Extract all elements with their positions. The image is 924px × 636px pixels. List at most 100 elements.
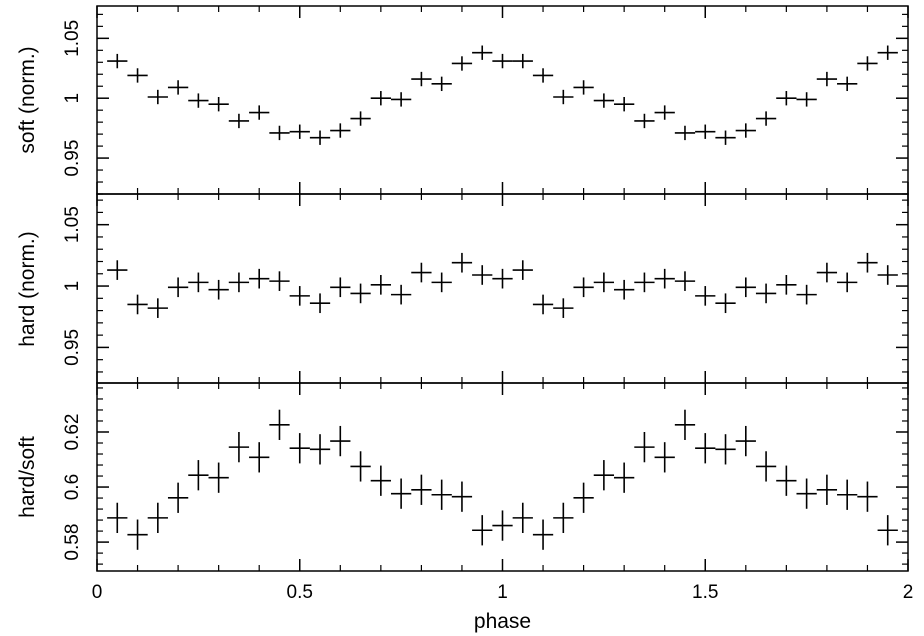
data-point (796, 478, 817, 509)
data-point (654, 268, 675, 289)
data-point (735, 123, 756, 138)
data-point (208, 462, 229, 493)
data-point (877, 265, 898, 285)
data-point (451, 56, 473, 71)
data-point (512, 53, 533, 69)
data-point (451, 481, 473, 512)
data-point (695, 286, 716, 306)
data-point (107, 502, 128, 534)
data-point (167, 482, 189, 513)
data-point (249, 268, 270, 289)
data-point (472, 265, 493, 285)
data-point (512, 502, 533, 534)
data-point (228, 113, 250, 129)
data-point (755, 283, 777, 304)
data-point (553, 502, 574, 534)
data-point (674, 125, 696, 141)
data-point (350, 283, 371, 304)
data-point (107, 260, 128, 280)
y-axis-label: soft (norm.) (16, 46, 39, 153)
data-point (370, 275, 391, 295)
data-point (492, 268, 513, 289)
data-point (857, 481, 878, 512)
data-point (472, 515, 493, 546)
data-point (167, 80, 189, 95)
data-point (735, 425, 756, 457)
data-point (289, 433, 310, 464)
data-point (553, 89, 574, 105)
data-point (370, 465, 391, 496)
y-tick-label: 0.95 (62, 140, 83, 177)
data-point (715, 293, 736, 314)
y-axis-label: hard (norm.) (16, 231, 39, 347)
data-point (451, 252, 473, 273)
y-tick-label: 0.58 (62, 524, 83, 561)
y-tick-label: 0.6 (62, 474, 83, 500)
data-point (796, 284, 817, 305)
data-point (188, 460, 209, 491)
data-point (390, 284, 412, 305)
data-point (269, 271, 290, 291)
data-point (390, 92, 412, 107)
data-point (573, 80, 594, 95)
data-point (532, 294, 554, 315)
data-point (776, 465, 797, 496)
data-point (249, 442, 270, 473)
data-point (167, 277, 189, 298)
data-point (816, 71, 838, 87)
data-point (147, 298, 168, 318)
data-point (654, 105, 675, 120)
x-tick-label: 2 (903, 582, 914, 603)
data-point (309, 293, 331, 314)
data-point (877, 515, 898, 546)
data-point (735, 277, 756, 298)
data-point (289, 286, 310, 306)
x-tick-label: 0.5 (287, 582, 313, 603)
data-point (289, 124, 310, 139)
data-point (127, 294, 148, 315)
data-point (755, 451, 777, 482)
data-point (715, 130, 736, 145)
data-point (492, 53, 513, 69)
data-point (877, 45, 898, 60)
x-tick-label: 1 (497, 582, 508, 603)
data-point (674, 271, 696, 291)
panel-top: 0.95 1 1.05 soft (norm.) (16, 5, 909, 195)
data-point (634, 113, 655, 129)
data-point (695, 124, 716, 139)
y-tick-label: 1 (62, 93, 83, 104)
data-point (309, 434, 331, 465)
data-point (837, 76, 858, 92)
data-point (837, 479, 858, 510)
data-point (147, 89, 168, 105)
data-point (634, 272, 655, 293)
data-point (532, 519, 554, 550)
data-point (370, 91, 391, 106)
data-point (755, 111, 777, 126)
data-point (350, 451, 371, 482)
data-point (330, 425, 351, 457)
data-point (147, 502, 168, 534)
data-point (431, 76, 452, 92)
data-point (269, 409, 290, 440)
data-point (107, 53, 128, 69)
data-point (431, 272, 452, 293)
y-tick-label: 1 (62, 281, 83, 292)
data-point (127, 519, 148, 550)
data-point (330, 277, 351, 298)
y-tick-label: 1.05 (62, 206, 83, 243)
data-point (431, 479, 452, 510)
data-point (188, 93, 209, 108)
data-point (634, 431, 655, 463)
y-tick-label: 0.62 (62, 414, 83, 451)
data-point (837, 272, 858, 293)
data-point (776, 91, 797, 106)
data-point (593, 93, 615, 108)
panel-middle: 0.95 1 1.05 hard (norm.) (16, 193, 909, 384)
data-point (208, 97, 229, 112)
panel-bottom: 0.58 0.6 0.62 hard/soft 0 0.5 1 1.5 2 phase (16, 382, 914, 633)
y-tick-label: 0.95 (62, 329, 83, 366)
data-point (674, 409, 696, 440)
data-point (553, 298, 574, 318)
